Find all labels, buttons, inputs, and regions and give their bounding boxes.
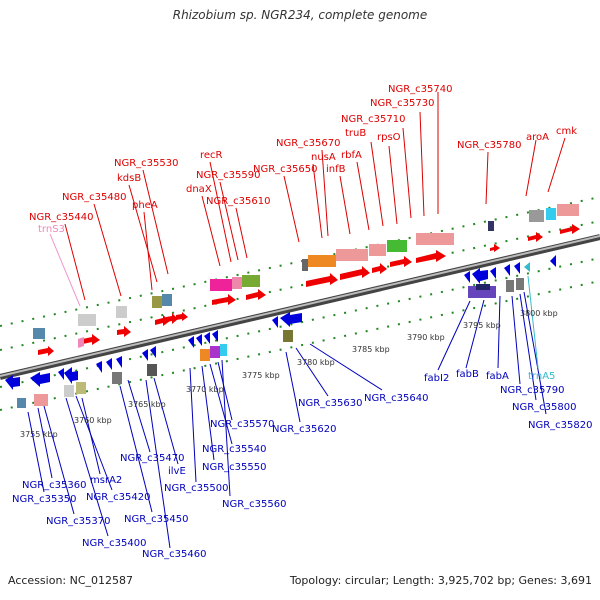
pos-label: 3765 kbp [128, 400, 166, 409]
gene-label: NGR_c35360 [22, 480, 87, 491]
gene-label: infB [326, 164, 346, 175]
gene-label: NGR_c35470 [120, 453, 185, 464]
gene-label: NGR_c35610 [206, 196, 271, 207]
gene-label: NGR_c35710 [341, 114, 406, 125]
pos-label: 3755 kbp [20, 430, 58, 439]
gene-label: recR [200, 150, 223, 161]
gene-label: NGR_c35650 [253, 164, 318, 175]
gene-label: NGR_c35670 [276, 138, 341, 149]
gene-label: NGR_c35620 [272, 424, 337, 435]
gene-label: NGR_c35790 [500, 385, 565, 396]
gene-label-trna: trnA5 [528, 371, 555, 382]
gene-label: NGR_c35740 [388, 84, 453, 95]
gene-label: NGR_c35500 [164, 483, 229, 494]
gene-label: truB [345, 128, 366, 139]
position-labels: 3755 kbp 3760 kbp 3765 kbp 3770 kbp 3775… [20, 309, 558, 439]
trna-reverse [524, 262, 530, 272]
gene-label: NGR_c35420 [86, 492, 151, 503]
gene-label: NGR_c35370 [46, 516, 111, 527]
gene-label: NGR_c35440 [29, 212, 94, 223]
gene-label: dnaX [186, 184, 212, 195]
pos-label: 3785 kbp [352, 345, 390, 354]
gene-label: NGR_c35560 [222, 499, 287, 510]
gene-label: fabA [486, 371, 509, 382]
gene-label: NGR_c35780 [457, 140, 522, 151]
gene-label: rpsO [377, 132, 401, 143]
forward-gene-labels: NGR_c35740 NGR_c35730 NGR_c35710 truB rp… [29, 84, 577, 235]
gene-label: aroA [526, 132, 549, 143]
gene-label-trna: trnS3 [38, 224, 65, 235]
pos-label: 3780 kbp [297, 358, 335, 367]
backbone [0, 234, 600, 380]
pos-label: 3760 kbp [74, 416, 112, 425]
gene-label: cmk [556, 126, 577, 137]
genome-summary-text: Topology: circular; Length: 3,925,702 bp… [289, 574, 592, 587]
pos-label: 3790 kbp [407, 333, 445, 342]
trna-forward [78, 337, 84, 348]
forward-leaders [64, 92, 566, 301]
gene-label: NGR_c35350 [12, 494, 77, 505]
gene-label: NGR_c35460 [142, 549, 207, 560]
gene-label: NGR_c35800 [512, 402, 577, 413]
gene-label: rbfA [341, 150, 362, 161]
gene-label: NGR_c35730 [370, 98, 435, 109]
pos-label: 3795 kbp [463, 321, 501, 330]
map-title: Rhizobium sp. NGR234, complete genome [172, 8, 428, 22]
reverse-leaders [27, 291, 547, 549]
gene-label: NGR_c35530 [114, 158, 179, 169]
forward-arrows [38, 224, 580, 356]
reverse-gene-labels: fabI2 fabB fabA trnA5 NGR_c35790 NGR_c35… [12, 369, 593, 560]
gene-label: NGR_c35450 [124, 514, 189, 525]
gene-label: NGR_c35590 [196, 170, 261, 181]
gene-label: msrA2 [90, 475, 122, 486]
gene-label: ilvE [168, 466, 186, 477]
gene-label: NGR_c35640 [364, 393, 429, 404]
pos-label: 3775 kbp [242, 371, 280, 380]
gene-label: NGR_c35400 [82, 538, 147, 549]
track-rails [0, 196, 600, 411]
gene-label: kdsB [117, 173, 141, 184]
gene-label: pheA [132, 200, 158, 211]
gene-label: NGR_c35820 [528, 420, 593, 431]
pos-label: 3800 kbp [520, 309, 558, 318]
gene-label: NGR_c35540 [202, 444, 267, 455]
gene-label: NGR_c35480 [62, 192, 127, 203]
accession-text: Accession: NC_012587 [8, 574, 134, 587]
gene-label: nusA [311, 152, 336, 163]
gene-label: NGR_c35550 [202, 462, 267, 473]
reverse-arrows [5, 255, 556, 390]
trnS3-leader [49, 233, 81, 307]
gene-label: NGR_c35570 [210, 419, 275, 430]
reverse-features [17, 278, 524, 408]
pos-label: 3770 kbp [186, 385, 224, 394]
gene-label: fabI2 [424, 373, 449, 384]
forward-features [33, 204, 579, 339]
gene-label: fabB [456, 369, 479, 380]
gene-label: NGR_c35630 [298, 398, 363, 409]
trnA5-leader [527, 275, 539, 369]
